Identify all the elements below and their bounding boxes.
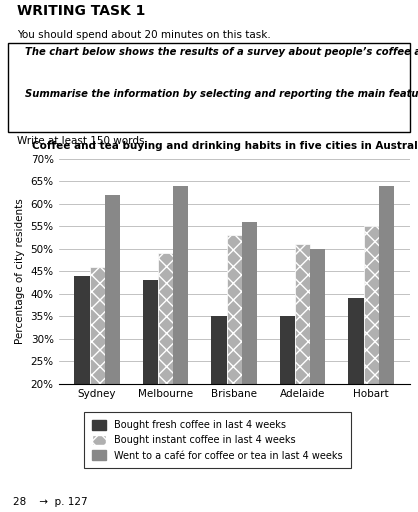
Bar xyxy=(227,236,242,474)
Bar xyxy=(212,316,227,474)
Bar xyxy=(104,195,120,474)
Bar xyxy=(242,222,257,474)
FancyBboxPatch shape xyxy=(8,43,410,132)
Bar xyxy=(173,186,188,474)
Bar xyxy=(349,298,364,474)
Text: Coffee and tea buying and drinking habits in five cities in Australia: Coffee and tea buying and drinking habit… xyxy=(32,141,418,151)
Bar xyxy=(364,226,379,474)
Legend: Bought fresh coffee in last 4 weeks, Bought instant coffee in last 4 weeks, Went: Bought fresh coffee in last 4 weeks, Bou… xyxy=(84,412,351,468)
Bar xyxy=(310,249,325,474)
Bar xyxy=(74,276,89,474)
Bar xyxy=(295,244,310,474)
Bar xyxy=(280,316,295,474)
Bar xyxy=(158,253,173,474)
Y-axis label: Percentage of city residents: Percentage of city residents xyxy=(15,199,25,344)
Bar xyxy=(143,281,158,474)
Text: WRITING TASK 1: WRITING TASK 1 xyxy=(17,4,145,18)
Bar xyxy=(379,186,394,474)
Text: You should spend about 20 minutes on this task.: You should spend about 20 minutes on thi… xyxy=(17,30,270,40)
Bar xyxy=(89,267,104,474)
Text: 28    →  p. 127: 28 → p. 127 xyxy=(13,497,87,507)
Text: Write at least 150 words.: Write at least 150 words. xyxy=(17,136,148,146)
Text: Summarise the information by selecting and reporting the main features, and make: Summarise the information by selecting a… xyxy=(25,89,418,99)
Text: The chart below shows the results of a survey about people’s coffee and tea buyi: The chart below shows the results of a s… xyxy=(25,47,418,57)
